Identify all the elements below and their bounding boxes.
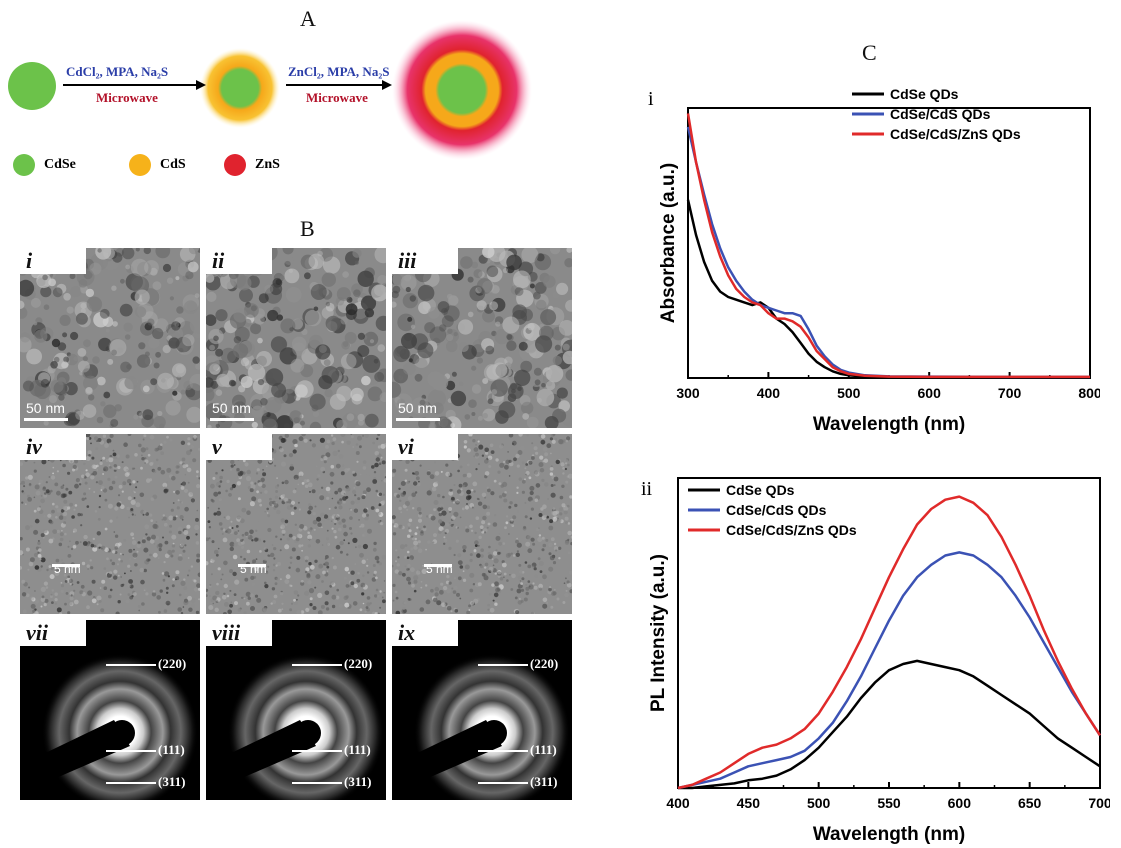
tem-image-viii: (220) (111) (311) viii — [206, 620, 386, 800]
step1-method: Microwave — [96, 90, 158, 105]
tem-panel-tag: vi — [392, 434, 458, 460]
saed-ring-label: (220) — [530, 656, 559, 671]
tem-texture — [206, 654, 384, 800]
tem-image-vi: 5 nm vi — [392, 434, 572, 614]
tem-texture — [206, 248, 386, 428]
tem-texture — [392, 654, 570, 800]
x-axis-label: Wavelength (nm) — [813, 824, 965, 845]
x-tick-label: 800 — [1078, 385, 1100, 401]
legend-cdse-label: CdSe — [44, 157, 76, 172]
legend-zns-label: ZnS — [255, 157, 280, 172]
x-tick-label: 700 — [1088, 795, 1110, 811]
cdse-cds-particle — [200, 48, 280, 128]
series-line-2 — [686, 126, 1090, 379]
legend-zns-dot — [224, 154, 246, 176]
x-tick-label: 500 — [837, 385, 861, 401]
saed-ring-label: (311) — [530, 774, 558, 789]
tem-texture — [392, 434, 572, 614]
x-tick-label: 400 — [666, 795, 690, 811]
x-tick-label: 600 — [948, 795, 972, 811]
panel-a-letter: A — [300, 6, 316, 31]
arrowhead-2 — [382, 80, 392, 90]
tem-image-vii: (220) (111) (311) vii — [20, 620, 200, 800]
series-line-2 — [677, 551, 1102, 790]
x-tick-label: 300 — [676, 385, 700, 401]
series-line-1 — [678, 659, 1101, 790]
chart-i-label: i — [648, 88, 654, 110]
panel-b-letter: B — [300, 216, 315, 241]
tem-panel-tag: iii — [392, 248, 458, 274]
tem-panel-tag: ix — [392, 620, 458, 646]
series-line-3 — [677, 495, 1102, 790]
plot-frame — [687, 107, 1091, 379]
tem-grid: 50 nm i 50 nm ii 50 nm iii 5 nm iv 5 nm v 5 nm vi (2… — [20, 248, 572, 800]
step2-method: Microwave — [306, 90, 368, 105]
panel-c-letter: C — [862, 40, 877, 65]
step2-reagents: ZnCl₂, MPA, Na₂S — [288, 64, 390, 79]
saed-ring-label: (220) — [158, 656, 187, 671]
tem-texture — [206, 434, 386, 614]
legend-label: CdSe/CdS QDs — [726, 502, 827, 518]
saed-ring-marker — [478, 750, 528, 752]
legend-label: CdSe/CdS/ZnS QDs — [726, 522, 857, 538]
synthesis-scheme — [8, 20, 532, 176]
x-tick-label: 650 — [1018, 795, 1042, 811]
saed-ring-marker — [106, 664, 156, 666]
tem-image-iv: 5 nm iv — [20, 434, 200, 614]
x-tick-label: 500 — [807, 795, 831, 811]
legend-cds-label: CdS — [160, 157, 186, 172]
cdse-cds-zns-particle — [392, 20, 532, 160]
legend-label: CdSe/CdS QDs — [890, 106, 991, 122]
pl-chart: 400 450 500 550 600 650 700 Wavelength (nm) PL I… — [648, 477, 1110, 845]
saed-ring-label: (311) — [158, 774, 186, 789]
x-tick-label: 400 — [757, 385, 781, 401]
legend-label: CdSe QDs — [890, 86, 959, 102]
saed-ring-label: (111) — [344, 742, 371, 757]
x-tick-label: 550 — [877, 795, 901, 811]
series-line-3 — [686, 113, 1090, 379]
saed-ring-marker — [106, 750, 156, 752]
saed-ring-label: (220) — [344, 656, 373, 671]
tem-panel-tag: i — [20, 248, 86, 274]
tem-texture — [20, 434, 200, 614]
tem-panel-tag: ii — [206, 248, 272, 274]
tem-image-ix: (220) (111) (311) ix — [392, 620, 572, 800]
tem-image-v: 5 nm v — [206, 434, 386, 614]
series-line-1 — [686, 199, 1090, 379]
y-axis-label: Absorbance (a.u.) — [658, 163, 679, 323]
legend-cdse-dot — [13, 154, 35, 176]
saed-ring-marker — [292, 664, 342, 666]
saed-ring-marker — [292, 750, 342, 752]
x-axis-label: Wavelength (nm) — [813, 414, 965, 435]
tem-texture — [392, 248, 572, 428]
y-axis-label: PL Intensity (a.u.) — [648, 554, 669, 712]
saed-ring-label: (311) — [344, 774, 372, 789]
legend-label: CdSe/CdS/ZnS QDs — [890, 126, 1021, 142]
tem-image-i: 50 nm i — [20, 248, 200, 428]
saed-ring-label: (111) — [158, 742, 185, 757]
x-tick-label: 600 — [918, 385, 942, 401]
x-tick-label: 700 — [998, 385, 1022, 401]
legend-label: CdSe QDs — [726, 482, 795, 498]
saed-ring-marker — [106, 782, 156, 784]
saed-ring-marker — [478, 664, 528, 666]
tem-image-iii: 50 nm iii — [392, 248, 572, 428]
tem-panel-tag: viii — [206, 620, 272, 646]
chart-ii-label: ii — [641, 478, 653, 500]
tem-image-ii: 50 nm ii — [206, 248, 386, 428]
arrowhead-1 — [196, 80, 206, 90]
cdse-core-particle — [8, 62, 56, 110]
saed-ring-label: (111) — [530, 742, 557, 757]
x-tick-label: 450 — [737, 795, 761, 811]
tem-panel-tag: vii — [20, 620, 86, 646]
tem-panel-tag: iv — [20, 434, 86, 460]
legend-cds-dot — [129, 154, 151, 176]
tem-texture — [20, 654, 198, 800]
step1-reagents: CdCl₂, MPA, Na₂S — [66, 64, 169, 79]
tem-panel-tag: v — [206, 434, 272, 460]
absorbance-chart: 300 400 500 600 700 800 Wavelength (nm) Absorba… — [658, 86, 1100, 435]
saed-ring-marker — [292, 782, 342, 784]
saed-ring-marker — [478, 782, 528, 784]
